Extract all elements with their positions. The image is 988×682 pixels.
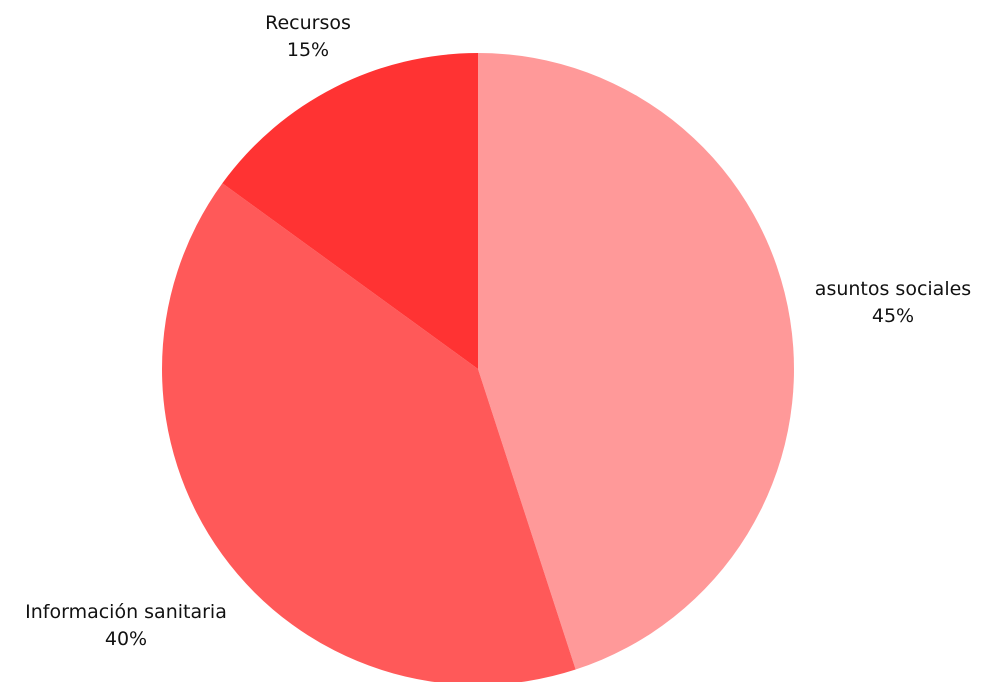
slice-label-asuntos-sociales: asuntos sociales: [815, 278, 971, 300]
slice-label-informacion-sanitaria: Información sanitaria: [25, 601, 227, 623]
pie-slice-informacion-sanitaria: [162, 183, 576, 682]
pie-slice-recursos: [222, 53, 478, 369]
pie-slice-asuntos-sociales: [478, 53, 794, 670]
slice-value-recursos: 15%: [287, 39, 329, 61]
pie-slices: [162, 53, 794, 682]
slice-value-informacion-sanitaria: 40%: [105, 628, 147, 650]
pie-labels: asuntos sociales 45% Información sanitaria…: [25, 12, 971, 650]
slice-value-asuntos-sociales: 45%: [872, 305, 914, 327]
slice-label-recursos: Recursos: [265, 12, 351, 34]
